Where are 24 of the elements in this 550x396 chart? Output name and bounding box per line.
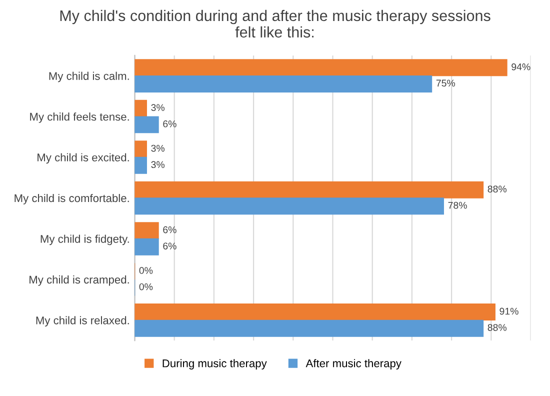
- data-label: 88%: [488, 186, 507, 192]
- y-tick-label: My child is cramped.: [30, 275, 129, 286]
- data-label: 3%: [151, 144, 165, 152]
- legend-label: After music therapy: [306, 359, 402, 370]
- data-label: 6%: [163, 226, 176, 234]
- data-label: 78%: [448, 202, 467, 209]
- y-tick-label: My child is excited.: [38, 153, 129, 164]
- chart-title: My child's condition during and after the music therapy sessions felt like this:: [60, 10, 490, 38]
- data-label: 91%: [500, 308, 518, 315]
- y-tick-label: My child feels tense.: [30, 112, 129, 123]
- y-tick-label: My child is relaxed.: [36, 316, 129, 327]
- data-label: 6%: [163, 120, 176, 128]
- legend-label: During music therapy: [162, 359, 267, 370]
- y-tick-label: My child is comfortable.: [14, 194, 129, 204]
- data-label: 3%: [151, 104, 165, 111]
- data-label: 6%: [163, 242, 176, 250]
- data-label: 94%: [512, 63, 530, 70]
- data-label: 88%: [488, 324, 507, 331]
- data-label: 75%: [436, 80, 456, 87]
- y-tick-label: My child is calm.: [49, 72, 129, 82]
- data-label: 3%: [151, 161, 165, 168]
- data-label: 0%: [139, 267, 153, 274]
- y-tick-label: My child is fidgety.: [40, 234, 129, 246]
- data-label: 0%: [139, 283, 153, 290]
